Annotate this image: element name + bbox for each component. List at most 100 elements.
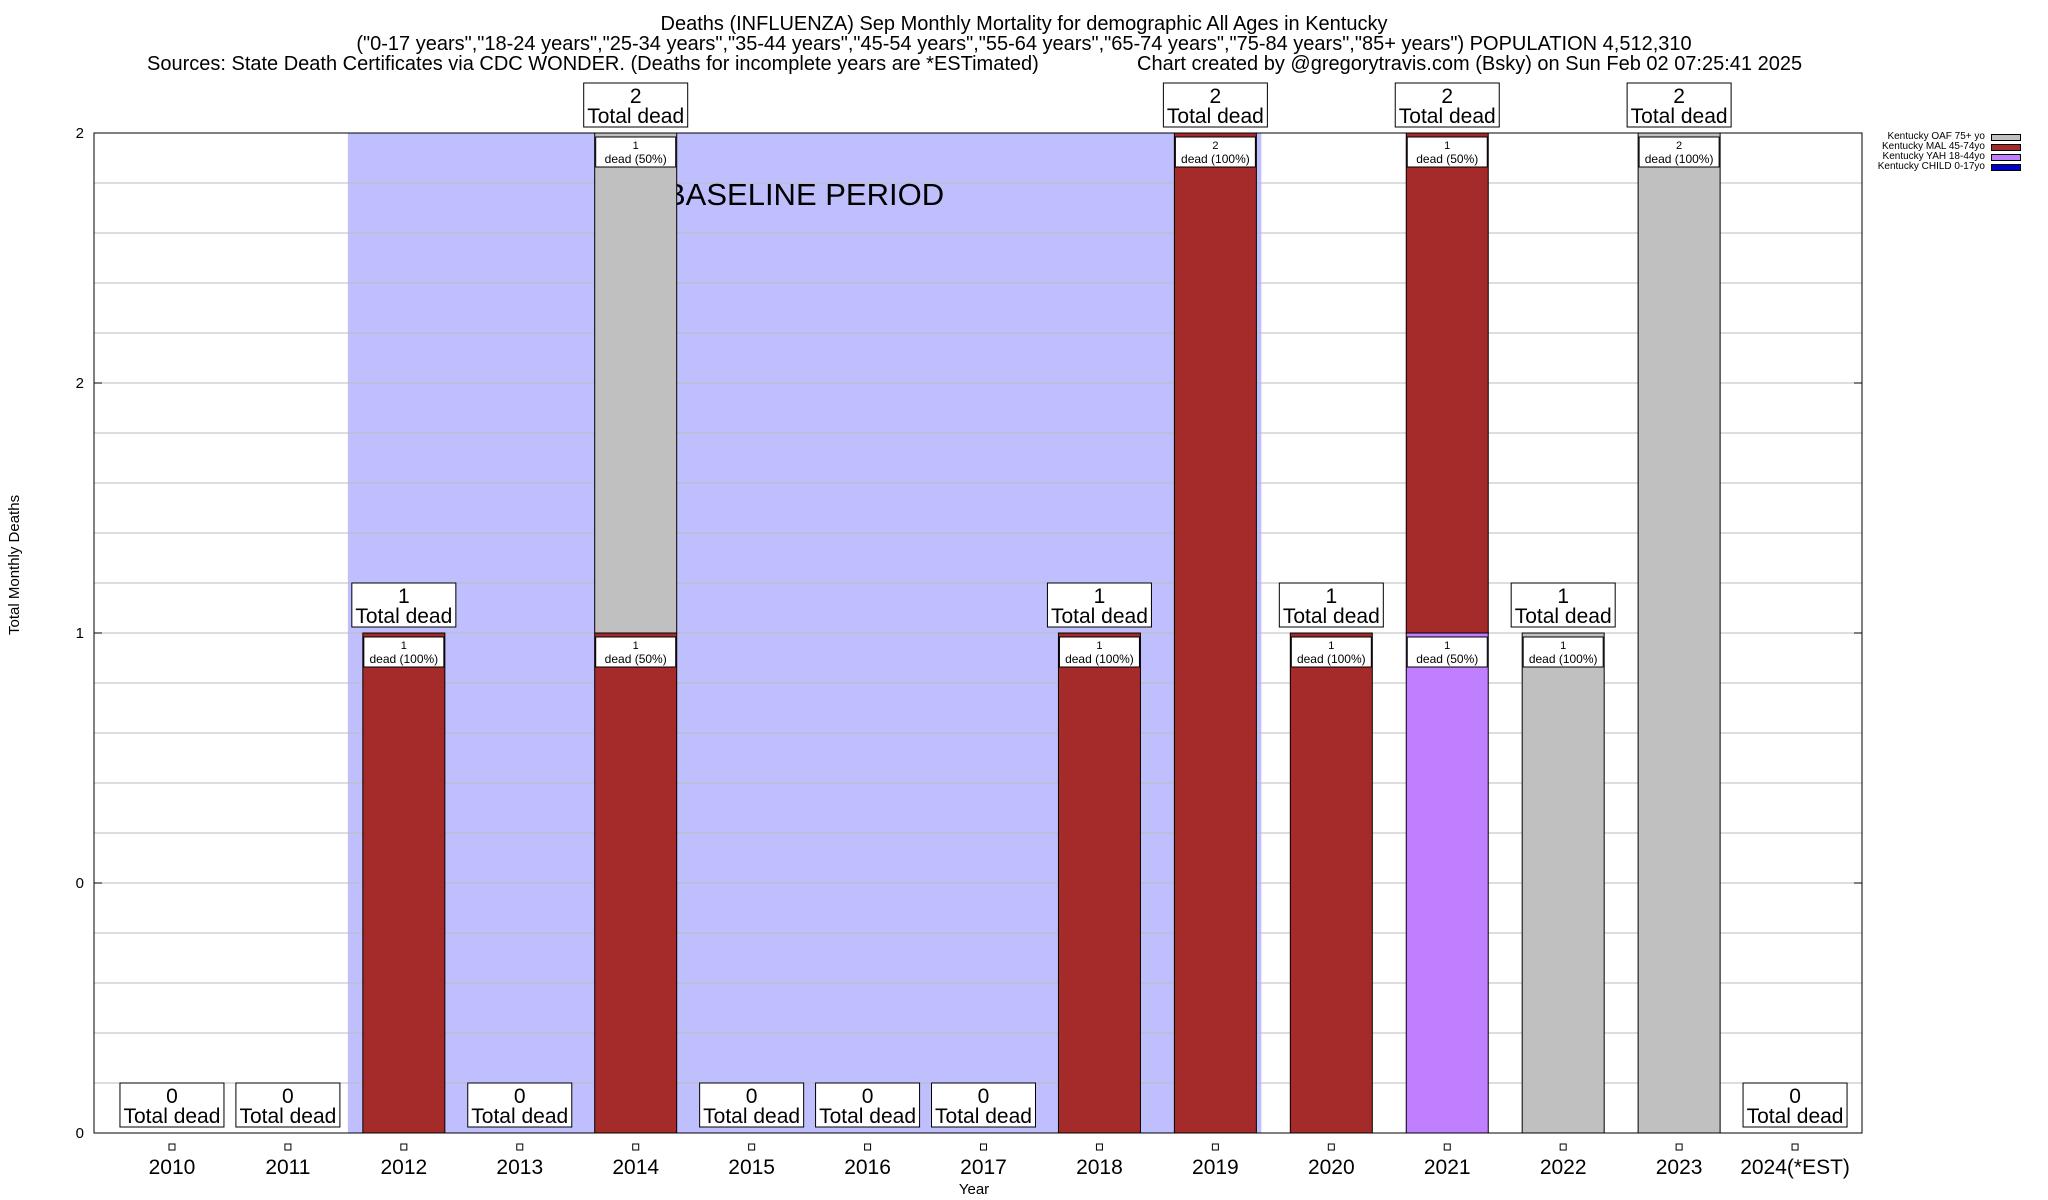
x-tick-marker — [1791, 1143, 1799, 1151]
total-label-count: 2 — [630, 85, 642, 108]
segment-label-pct: dead (50%) — [1416, 652, 1478, 666]
y-tick-label: 1 — [76, 625, 84, 642]
legend-item-child: Kentucky CHILD 0-17yo — [1855, 162, 2021, 172]
segment-label-box — [1638, 136, 1720, 168]
segment-label-box — [1058, 636, 1140, 668]
legend-item-yah: Kentucky YAH 18-44yo — [1855, 152, 2021, 162]
segment-label-pct: dead (50%) — [605, 152, 667, 166]
total-label-box — [1626, 82, 1732, 128]
bar-segment — [1405, 632, 1489, 1134]
x-tick-label: 2011 — [265, 1156, 310, 1179]
total-label-box — [467, 1082, 573, 1128]
legend-label: Kentucky YAH 18-44yo — [1882, 151, 1985, 162]
total-label-box — [119, 1082, 225, 1128]
legend-item-mal: Kentucky MAL 45-74yo — [1855, 142, 2021, 152]
segment-label-pct: dead (100%) — [1065, 652, 1134, 666]
x-tick-label: 2010 — [149, 1156, 196, 1179]
total-label-box — [1510, 582, 1616, 628]
chart-title: Deaths (INFLUENZA) Sep Monthly Mortality… — [660, 13, 1388, 35]
total-label-text: Total dead — [1631, 105, 1728, 128]
total-label-count: 1 — [1094, 585, 1106, 608]
total-label-text: Total dead — [819, 1105, 916, 1128]
bar-segment — [1405, 132, 1489, 634]
segment-label-box — [1406, 636, 1488, 668]
segment-label-count: 1 — [633, 640, 639, 652]
y-tick-label: 2 — [76, 375, 84, 392]
total-label-text: Total dead — [587, 105, 684, 128]
x-tick-marker — [748, 1143, 756, 1151]
bar-segment — [594, 132, 678, 634]
legend-swatch-yah — [1991, 153, 2021, 161]
segment-label-box — [1174, 136, 1256, 168]
total-label-text: Total dead — [355, 605, 452, 628]
total-label-text: Total dead — [935, 1105, 1032, 1128]
x-tick-label: 2015 — [728, 1156, 775, 1179]
x-tick-label: 2016 — [844, 1156, 891, 1179]
segment-label-box — [1290, 636, 1372, 668]
y-axis-label: Total Monthly Deaths — [6, 494, 23, 635]
segment-label-pct: dead (100%) — [1297, 652, 1366, 666]
y-tick-label: 0 — [76, 1125, 84, 1142]
bar-segment — [594, 632, 678, 1134]
segment-label-pct: dead (100%) — [1181, 152, 1250, 166]
total-label-count: 1 — [398, 585, 410, 608]
segment-label-count: 2 — [1676, 140, 1682, 152]
x-tick-marker — [168, 1143, 176, 1151]
total-label-text: Total dead — [124, 1105, 221, 1128]
legend-label: Kentucky MAL 45-74yo — [1881, 141, 1985, 152]
segment-label-count: 1 — [401, 640, 407, 652]
total-label-text: Total dead — [1515, 605, 1612, 628]
y-tick-label: 2 — [76, 125, 84, 142]
x-tick-label: 2014 — [612, 1156, 659, 1179]
x-axis-label: Year — [958, 1181, 990, 1198]
total-label-text: Total dead — [239, 1105, 336, 1128]
total-label-count: 2 — [1210, 85, 1222, 108]
total-label-text: Total dead — [703, 1105, 800, 1128]
segment-label-count: 2 — [1212, 140, 1218, 152]
x-tick-marker — [1443, 1143, 1451, 1151]
total-label-box — [815, 1082, 921, 1128]
total-label-box — [1278, 582, 1384, 628]
x-tick-marker — [284, 1143, 292, 1151]
x-tick-marker — [864, 1143, 872, 1151]
total-label-box — [1394, 82, 1500, 128]
x-tick-marker — [1327, 1143, 1335, 1151]
segment-label-count: 1 — [1096, 640, 1102, 652]
total-label-count: 0 — [978, 1085, 990, 1108]
chart-legend: Kentucky OAF 75+ yo Kentucky MAL 45-74yo… — [1855, 132, 2021, 172]
total-label-count: 1 — [1325, 585, 1337, 608]
segment-label-pct: dead (100%) — [1645, 152, 1714, 166]
segment-label-pct: dead (100%) — [1529, 652, 1598, 666]
legend-item-oaf: Kentucky OAF 75+ yo — [1855, 132, 2021, 142]
segment-label-box — [595, 136, 677, 168]
total-label-box — [699, 1082, 805, 1128]
x-tick-label: 2022 — [1540, 1156, 1587, 1179]
x-tick-marker — [1095, 1143, 1103, 1151]
total-label-text: Total dead — [1283, 605, 1380, 628]
total-label-box — [235, 1082, 341, 1128]
x-tick-label: 2017 — [960, 1156, 1007, 1179]
x-tick-marker — [980, 1143, 988, 1151]
segment-label-box — [1406, 136, 1488, 168]
x-tick-label: 2023 — [1656, 1156, 1703, 1179]
segment-label-count: 1 — [1444, 140, 1450, 152]
legend-label: Kentucky CHILD 0-17yo — [1877, 161, 1985, 172]
total-label-count: 2 — [1673, 85, 1685, 108]
total-label-text: Total dead — [1051, 605, 1148, 628]
total-label-count: 0 — [1789, 1085, 1801, 1108]
x-tick-marker — [1559, 1143, 1567, 1151]
segment-label-count: 1 — [1444, 640, 1450, 652]
total-label-count: 2 — [1441, 85, 1453, 108]
chart-subtitle: ("0-17 years","18-24 years","25-34 years… — [356, 33, 1692, 55]
total-label-count: 0 — [746, 1085, 758, 1108]
bar-segment — [1289, 632, 1373, 1134]
total-label-count: 0 — [282, 1085, 294, 1108]
chart-credit: Chart created by @gregorytravis.com (Bsk… — [1137, 53, 1803, 75]
segment-label-pct: dead (100%) — [369, 652, 438, 666]
total-label-count: 1 — [1557, 585, 1569, 608]
segment-label-count: 1 — [1328, 640, 1334, 652]
total-label-box — [583, 82, 689, 128]
segment-label-box — [1522, 636, 1604, 668]
baseline-label: BASELINE PERIOD — [665, 177, 944, 212]
